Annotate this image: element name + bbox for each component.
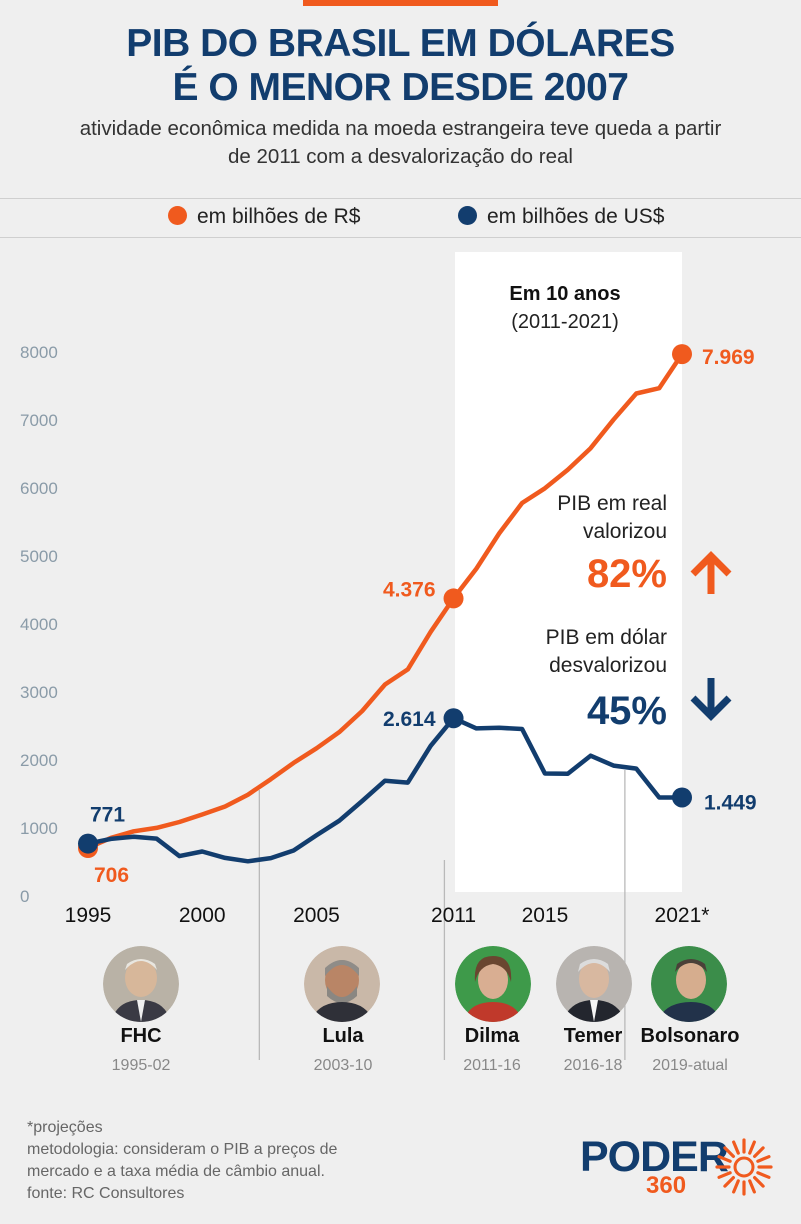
annotation-real-line1: PIB em real [557,492,667,515]
sun-burst-icon [715,1138,773,1196]
annotation-usd-line2: desvalorizou [549,654,667,677]
president-years-lula: 2003-10 [313,1057,373,1074]
footnote-methodology-2: mercado e a taxa média de câmbio anual. [27,1163,325,1180]
highlight-point [78,833,98,854]
point-value-label: 4.376 [383,578,436,601]
avatar-lula [304,946,380,1022]
avatar-fhc [103,946,179,1022]
annotation-usd-pct: 45% [587,689,667,733]
x-tick-label: 2021* [655,904,710,927]
orange-dot-icon [168,206,187,225]
point-value-label: 7.969 [702,346,755,369]
x-tick-label: 2005 [293,904,340,927]
arrow-down-icon [690,678,732,721]
footnote-projections: *projeções [27,1119,103,1136]
y-tick-label: 2000 [20,751,58,770]
president-name-temer: Temer [563,1025,623,1047]
president-years-fhc: 1995-02 [111,1057,171,1074]
subtitle-line-1: atividade econômica medida na moeda estr… [79,117,722,140]
president-years-temer: 2016-18 [563,1057,623,1074]
highlight-point [672,787,692,808]
x-tick-label: 2015 [522,904,569,927]
president-years-dilma: 2011-16 [463,1057,521,1074]
avatar-dilma [455,946,531,1022]
point-value-label: 771 [90,804,125,827]
arrow-up-icon [690,551,732,594]
highlight-label: Em 10 anos [509,283,620,305]
president-name-bolsonaro: Bolsonaro [640,1025,740,1047]
logo-word: PODER [580,1133,729,1181]
highlight-point [443,708,464,729]
brl-series-line [85,351,685,851]
annotation-real-line2: valorizou [583,520,667,543]
avatar-temer [556,946,632,1022]
y-tick-label: 3000 [20,683,58,702]
x-tick-label: 2011 [431,904,476,927]
y-tick-label: 0 [20,887,29,906]
footnote-methodology-1: metodologia: consideram o PIB a preços d… [27,1141,338,1158]
logo-number: 360 [646,1172,687,1199]
footnote-source: fonte: RC Consultores [27,1185,185,1202]
y-tick-label: 6000 [20,479,58,498]
president-name-fhc: FHC [120,1025,162,1047]
top-accent-bar [303,0,498,6]
legend-usd-label: em bilhões de US$ [487,205,665,228]
annotation-real-pct: 82% [587,552,667,596]
president-years-bolsonaro: 2019-atual [652,1057,728,1074]
legend-item-usd: em bilhões de US$ [458,205,664,229]
y-tick-label: 7000 [20,411,58,430]
title-line-1: PIB DO BRASIL EM DÓLARES [126,22,675,65]
subtitle-line-2: de 2011 com a desvalorização do real [228,145,573,168]
president-name-dilma: Dilma [464,1025,520,1047]
y-tick-label: 4000 [20,615,58,634]
highlight-point [443,588,464,609]
annotation-usd-line1: PIB em dólar [546,626,667,649]
y-tick-label: 8000 [20,343,58,362]
poder360-logo: PODER 360 [580,1135,780,1205]
y-tick-label: 1000 [20,819,58,838]
president-name-lula: Lula [322,1025,364,1047]
y-tick-label: 5000 [20,547,58,566]
title-line-2: É O MENOR DESDE 2007 [172,66,629,109]
usd-series-line [85,715,685,864]
highlight-panel-2011-2021 [455,252,682,892]
x-tick-label: 1995 [65,904,112,927]
navy-dot-icon [458,206,477,225]
legend-brl-label: em bilhões de R$ [197,205,361,228]
legend-item-brl: em bilhões de R$ [168,205,360,229]
point-value-label: 2.614 [383,708,436,731]
highlight-point [672,344,692,365]
point-value-label: 1.449 [704,791,757,814]
avatar-bolsonaro [651,946,727,1022]
highlight-sublabel: (2011-2021) [511,311,618,333]
x-tick-label: 2000 [179,904,226,927]
point-value-label: 706 [94,864,129,887]
legend: em bilhões de R$ em bilhões de US$ [0,198,801,238]
